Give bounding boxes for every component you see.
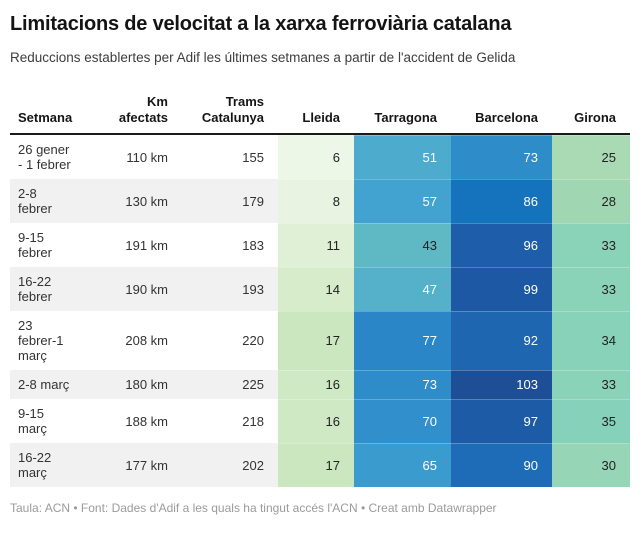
km-affected-cell: 110 km [126,149,168,165]
heat-cell-lleida: 11 [278,223,354,267]
heat-cell-tarragona: 57 [354,179,451,223]
trams-cell: 155 [242,149,264,165]
heat-cell-tarragona: 73 [354,370,451,399]
heat-cell-lleida: 17 [278,443,354,487]
heat-cell-barcelona: 99 [451,267,552,311]
page-title: Limitacions de velocitat a la xarxa ferr… [10,13,512,35]
heat-cell-lleida: 8 [278,179,354,223]
heat-cell-barcelona: 86 [451,179,552,223]
table-row: 2-8 febrer 130 km 179 8 57 86 28 [10,179,630,223]
heat-cell-lleida: 14 [278,267,354,311]
week-cell: 9-15 febrer [18,230,52,260]
week-cell: 26 gener - 1 febrer [18,142,71,172]
heat-cell-barcelona: 97 [451,399,552,443]
week-cell: 16-22 març [10,443,102,487]
column-header-km: Km afectats [102,94,182,135]
heat-cell-tarragona: 47 [354,267,451,311]
km-affected-cell: 180 km [102,370,182,399]
trams-cell: 183 [242,237,264,253]
column-header-barcelona: Barcelona [451,94,552,135]
heat-cell-girona: 30 [552,443,630,487]
km-affected-cell: 191 km [125,237,168,253]
heat-cell-girona: 34 [552,311,630,370]
heat-cell-lleida: 6 [278,134,354,179]
attribution-footer: Taula: ACN • Font: Dades d'Adif a les qu… [10,501,497,515]
table-row: 26 gener - 1 febrer 110 km 155 6 51 73 25 [10,134,630,179]
heat-cell-tarragona: 77 [354,311,451,370]
week-cell: 2-8 març [10,370,102,399]
trams-cell: 202 [182,443,278,487]
column-header-girona: Girona [552,94,630,135]
km-affected-cell: 130 km [102,179,182,223]
table-row: 9-15 març 188 km 218 16 70 97 35 [10,399,630,443]
trams-cell: 179 [182,179,278,223]
km-affected-cell: 177 km [102,443,182,487]
heat-cell-lleida: 17 [278,311,354,370]
chart-container: Limitacions de velocitat a la xarxa ferr… [10,13,630,515]
table-header: Setmana Km afectats Trams Catalunya Lleida T… [10,94,630,135]
heat-cell-girona: 25 [552,134,630,179]
week-cell: 2-8 febrer [10,179,102,223]
heat-cell-barcelona: 73 [451,134,552,179]
week-cell: 23 febrer-1 març [18,318,64,363]
heat-cell-tarragona: 51 [354,134,451,179]
table-row: 16-22 març 177 km 202 17 65 90 30 [10,443,630,487]
heat-cell-barcelona: 90 [451,443,552,487]
km-affected-cell: 190 km [102,267,182,311]
page-subtitle: Reduccions establertes per Adif les últi… [10,50,516,65]
week-cell: 9-15 març [18,406,47,436]
heat-cell-girona: 33 [552,370,630,399]
trams-cell: 218 [242,413,264,429]
km-affected-cell: 188 km [125,413,168,429]
heat-cell-girona: 35 [552,399,630,443]
heat-cell-girona: 33 [552,223,630,267]
table-header-row: Setmana Km afectats Trams Catalunya Lleida T… [10,94,630,135]
table-body: 26 gener - 1 febrer 110 km 155 6 51 73 25 2-8 f… [10,134,630,487]
table-row: 23 febrer-1 març 208 km 220 17 77 92 34 [10,311,630,370]
heat-cell-barcelona: 92 [451,311,552,370]
heat-cell-tarragona: 65 [354,443,451,487]
column-header-lleida: Lleida [278,94,354,135]
trams-cell: 193 [182,267,278,311]
trams-cell: 225 [182,370,278,399]
table-row: 2-8 març 180 km 225 16 73 103 33 [10,370,630,399]
heat-cell-lleida: 16 [278,370,354,399]
week-cell: 16-22 febrer [10,267,102,311]
heat-cell-girona: 28 [552,179,630,223]
heat-cell-barcelona: 96 [451,223,552,267]
heat-cell-girona: 33 [552,267,630,311]
column-header-trams: Trams Catalunya [182,94,278,135]
table-row: 9-15 febrer 191 km 183 11 43 96 33 [10,223,630,267]
column-header-week: Setmana [10,94,102,135]
heat-cell-tarragona: 43 [354,223,451,267]
heat-cell-tarragona: 70 [354,399,451,443]
km-affected-cell: 208 km [125,333,168,348]
heat-cell-barcelona: 103 [451,370,552,399]
column-header-tarragona: Tarragona [354,94,451,135]
trams-cell: 220 [242,333,264,348]
table-row: 16-22 febrer 190 km 193 14 47 99 33 [10,267,630,311]
heatmap-table: Setmana Km afectats Trams Catalunya Lleida T… [10,94,630,487]
heat-cell-lleida: 16 [278,399,354,443]
